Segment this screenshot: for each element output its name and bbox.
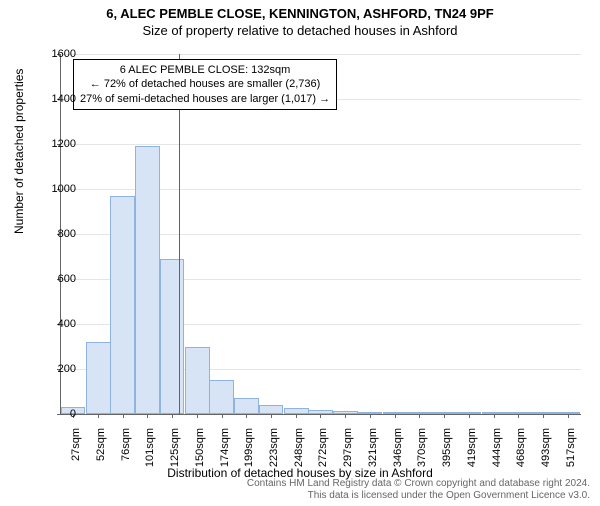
footer: Contains HM Land Registry data © Crown c… [247,478,590,502]
annot-line-1: 6 ALEC PEMBLE CLOSE: 132sqm [80,63,330,77]
x-tick [246,414,247,418]
x-tick-label: 297sqm [342,428,354,478]
x-tick [370,414,371,418]
x-tick-label: 125sqm [169,428,181,478]
x-tick-label: 346sqm [392,428,404,478]
footer-line-1: Contains HM Land Registry data © Crown c… [247,478,590,490]
x-tick [296,414,297,418]
x-tick [444,414,445,418]
page-title-1: 6, ALEC PEMBLE CLOSE, KENNINGTON, ASHFOR… [0,6,600,21]
x-tick [518,414,519,418]
x-tick-label: 444sqm [491,428,503,478]
histogram-bar [209,380,234,414]
y-tick-label: 400 [36,318,76,330]
y-tick-label: 800 [36,228,76,240]
histogram-bar [86,342,111,414]
x-tick [222,414,223,418]
x-tick-label: 517sqm [565,428,577,478]
histogram-bar [135,146,160,414]
x-tick [271,414,272,418]
y-tick-label: 0 [36,408,76,420]
x-tick-label: 468sqm [515,428,527,478]
x-tick [494,414,495,418]
x-tick [172,414,173,418]
x-tick-label: 493sqm [540,428,552,478]
x-tick-label: 174sqm [219,428,231,478]
histogram-bar [110,196,135,414]
annotation-box: 6 ALEC PEMBLE CLOSE: 132sqm ← 72% of det… [73,59,337,110]
x-tick [197,414,198,418]
histogram-bar [185,347,210,415]
x-tick [395,414,396,418]
x-tick [469,414,470,418]
x-tick-label: 52sqm [95,428,107,478]
histogram-bar [259,405,284,414]
x-tick-label: 370sqm [416,428,428,478]
x-tick-label: 101sqm [144,428,156,478]
y-tick-label: 200 [36,363,76,375]
y-tick-label: 1600 [36,48,76,60]
x-tick-label: 419sqm [466,428,478,478]
x-tick-label: 223sqm [268,428,280,478]
x-tick-label: 272sqm [317,428,329,478]
page-title-2: Size of property relative to detached ho… [0,23,600,38]
x-tick-label: 248sqm [293,428,305,478]
x-tick [568,414,569,418]
y-tick-label: 600 [36,273,76,285]
y-axis-label: Number of detached properties [12,69,26,234]
x-tick [419,414,420,418]
y-tick-label: 1000 [36,183,76,195]
grid-line [61,54,581,55]
x-tick-label: 199sqm [243,428,255,478]
x-tick-label: 76sqm [120,428,132,478]
x-tick-label: 395sqm [441,428,453,478]
x-tick-label: 150sqm [194,428,206,478]
x-tick-label: 321sqm [367,428,379,478]
histogram-bar [160,259,185,414]
annot-line-3: 27% of semi-detached houses are larger (… [80,92,330,106]
grid-line [61,144,581,145]
x-tick-label: 27sqm [70,428,82,478]
y-tick-label: 1200 [36,138,76,150]
footer-line-2: This data is licensed under the Open Gov… [247,490,590,502]
x-tick [543,414,544,418]
annot-line-2: ← 72% of detached houses are smaller (2,… [80,77,330,91]
x-tick [98,414,99,418]
x-tick [345,414,346,418]
y-tick-label: 1400 [36,93,76,105]
x-tick [320,414,321,418]
x-tick [123,414,124,418]
histogram-bar [234,398,259,414]
x-tick [147,414,148,418]
